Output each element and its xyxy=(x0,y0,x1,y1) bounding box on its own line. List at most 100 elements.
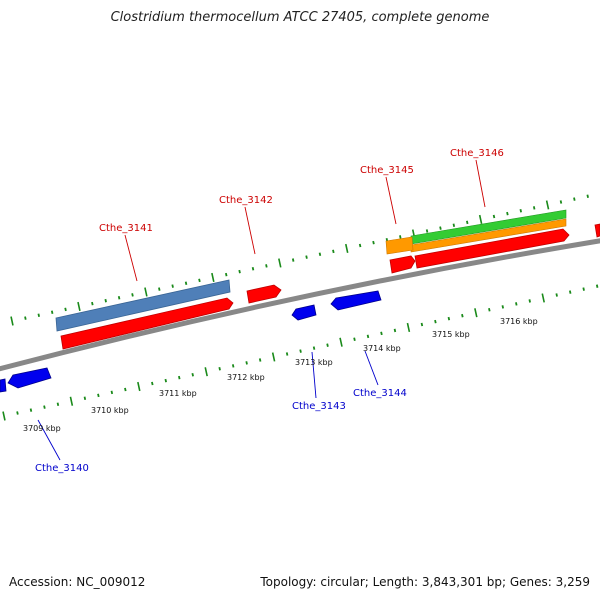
lower-track-minor-tick xyxy=(461,313,464,318)
lower-track-minor-tick xyxy=(393,328,397,333)
leader-cthe-3146 xyxy=(475,159,486,208)
orange-feature-small[interactable] xyxy=(385,236,414,255)
lower-track-minor-tick xyxy=(366,334,370,339)
lower-track-minor-tick xyxy=(528,299,531,303)
leader-cthe-3143 xyxy=(311,351,317,399)
gene-arrow-cthe-3140[interactable] xyxy=(7,367,52,389)
lower-track-major-tick xyxy=(406,322,411,333)
upper-track-minor-tick xyxy=(238,269,241,274)
scale-label-3710: 3710 kbp xyxy=(91,406,129,415)
gene-arrow-edge-blue[interactable] xyxy=(0,378,7,393)
lower-track-minor-tick xyxy=(312,346,316,350)
upper-track-minor-tick xyxy=(466,220,469,225)
leader-cthe-3140 xyxy=(37,419,61,461)
lower-track-minor-tick xyxy=(595,284,599,288)
upper-track-minor-tick xyxy=(506,211,509,216)
lower-track-major-tick xyxy=(137,381,141,392)
upper-track-minor-tick xyxy=(358,243,362,248)
gene-arrow-cthe-3144[interactable] xyxy=(330,290,382,311)
upper-track-minor-tick xyxy=(372,240,375,245)
gene-label-cthe-3144[interactable]: Cthe_3144 xyxy=(353,388,407,399)
lower-track-major-tick xyxy=(474,308,478,318)
lower-track-minor-tick xyxy=(515,302,518,306)
upper-track-minor-tick xyxy=(131,293,134,297)
accession-text: Accession: NC_009012 xyxy=(9,575,146,589)
lower-track-minor-tick xyxy=(258,358,262,362)
upper-track-major-tick xyxy=(10,316,14,326)
gene-arrow-cthe-3146-red[interactable] xyxy=(414,228,570,269)
lower-track-major-tick xyxy=(204,367,208,377)
lower-track-minor-tick xyxy=(43,405,46,409)
upper-track-minor-tick xyxy=(91,301,94,306)
lower-track-minor-tick xyxy=(164,378,167,383)
lower-track-major-tick xyxy=(339,337,343,347)
scale-label-3716: 3716 kbp xyxy=(500,317,538,326)
upper-track-minor-tick xyxy=(265,264,268,268)
upper-track-minor-tick xyxy=(573,197,576,201)
lower-track-minor-tick xyxy=(285,352,289,356)
gene-arrow-cthe-3141[interactable] xyxy=(60,297,234,350)
steelblue-feature-bar[interactable] xyxy=(55,279,231,332)
lower-track-major-tick xyxy=(69,396,74,406)
upper-track-major-tick xyxy=(478,214,483,225)
upper-track-minor-tick xyxy=(318,252,322,257)
scale-label-3715: 3715 kbp xyxy=(432,330,470,339)
leader-cthe-3141 xyxy=(124,234,138,282)
lower-track-minor-tick xyxy=(16,411,19,415)
upper-track-minor-tick xyxy=(532,206,536,210)
upper-track-minor-tick xyxy=(291,258,295,262)
upper-track-minor-tick xyxy=(439,226,442,230)
upper-track-minor-tick xyxy=(492,214,496,219)
leader-cthe-3145 xyxy=(385,176,397,225)
upper-track-minor-tick xyxy=(50,310,54,315)
gene-arrow-edge-red[interactable] xyxy=(594,223,600,238)
upper-tick-track xyxy=(10,194,589,326)
leader-lines xyxy=(37,159,486,461)
scale-label-3714: 3714 kbp xyxy=(363,344,401,353)
lower-track-minor-tick xyxy=(326,343,329,347)
lower-track-minor-tick xyxy=(178,375,181,380)
lower-track-minor-tick xyxy=(501,305,505,309)
upper-track-minor-tick xyxy=(519,208,523,213)
genome-backbone xyxy=(0,238,600,372)
upper-track-minor-tick xyxy=(332,249,335,254)
scale-label-3713: 3713 kbp xyxy=(295,358,333,367)
upper-track-minor-tick xyxy=(104,298,107,303)
upper-track-minor-tick xyxy=(198,278,201,283)
upper-track-minor-tick xyxy=(117,296,121,300)
lower-track-minor-tick xyxy=(231,364,235,368)
gene-label-cthe-3141[interactable]: Cthe_3141 xyxy=(99,223,153,234)
lower-track-minor-tick xyxy=(29,408,33,412)
lower-track-minor-tick xyxy=(434,319,437,324)
scale-label-3712: 3712 kbp xyxy=(227,373,265,382)
gene-label-cthe-3146[interactable]: Cthe_3146 xyxy=(450,148,504,159)
upper-track-minor-tick xyxy=(24,316,27,320)
lower-track-minor-tick xyxy=(420,322,424,327)
gene-arrow-cthe-3143[interactable] xyxy=(291,304,317,321)
upper-track-minor-tick xyxy=(171,284,174,288)
gene-label-cthe-3142[interactable]: Cthe_3142 xyxy=(219,195,273,206)
lower-track-minor-tick xyxy=(488,308,491,312)
upper-track-minor-tick xyxy=(37,313,40,317)
gene-arrow-cthe-3145-red[interactable] xyxy=(389,255,416,274)
scale-label-3709: 3709 kbp xyxy=(23,424,61,433)
lower-track-minor-tick xyxy=(299,349,302,353)
lower-track-minor-tick xyxy=(582,287,585,291)
gene-arrow-cthe-3142[interactable] xyxy=(246,284,282,304)
lower-track-minor-tick xyxy=(380,331,383,336)
lower-track-major-tick xyxy=(541,293,545,303)
upper-track-major-tick xyxy=(211,272,215,283)
upper-track-minor-tick xyxy=(184,281,188,286)
gene-label-cthe-3140[interactable]: Cthe_3140 xyxy=(35,463,89,474)
lower-track-major-tick xyxy=(2,411,6,421)
gene-label-cthe-3143[interactable]: Cthe_3143 xyxy=(292,401,346,412)
leader-cthe-3144 xyxy=(364,350,379,386)
upper-track-major-tick xyxy=(344,243,349,254)
gene-label-cthe-3145[interactable]: Cthe_3145 xyxy=(360,165,414,176)
lower-track-minor-tick xyxy=(83,396,87,401)
lower-track-minor-tick xyxy=(110,390,114,395)
scale-label-3711: 3711 kbp xyxy=(159,389,197,398)
upper-track-minor-tick xyxy=(586,194,589,198)
lower-track-minor-tick xyxy=(191,372,194,377)
